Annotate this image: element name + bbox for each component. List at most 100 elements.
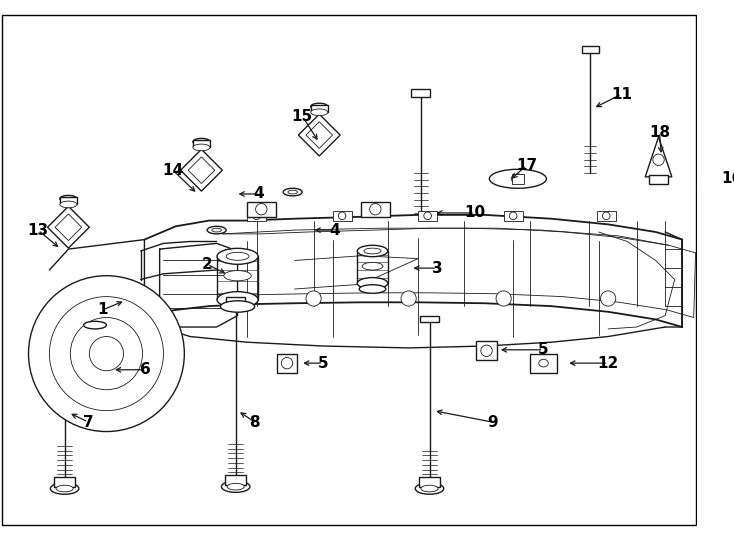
- Ellipse shape: [357, 278, 388, 289]
- Circle shape: [281, 357, 293, 369]
- Bar: [420, 315, 439, 322]
- Bar: [225, 475, 246, 485]
- Bar: [247, 201, 275, 217]
- Text: 16: 16: [721, 171, 734, 186]
- Circle shape: [481, 345, 493, 356]
- Circle shape: [70, 318, 142, 390]
- Ellipse shape: [217, 292, 258, 308]
- Bar: [697, 180, 734, 193]
- Polygon shape: [306, 122, 333, 148]
- Ellipse shape: [226, 252, 249, 260]
- Ellipse shape: [362, 262, 383, 270]
- Ellipse shape: [80, 369, 99, 376]
- Ellipse shape: [222, 481, 250, 492]
- Ellipse shape: [512, 174, 525, 184]
- Ellipse shape: [88, 288, 102, 293]
- Bar: [530, 354, 557, 373]
- Bar: [226, 296, 245, 303]
- Text: 1: 1: [98, 302, 108, 318]
- Text: 4: 4: [329, 222, 340, 238]
- Ellipse shape: [288, 190, 297, 194]
- Bar: [412, 90, 430, 97]
- Bar: [711, 172, 726, 180]
- Circle shape: [90, 336, 123, 371]
- Ellipse shape: [224, 271, 251, 281]
- Text: 5: 5: [318, 356, 328, 370]
- Text: 13: 13: [27, 222, 48, 238]
- Bar: [60, 197, 77, 205]
- Text: 10: 10: [465, 206, 486, 220]
- Ellipse shape: [81, 315, 109, 324]
- Ellipse shape: [81, 286, 109, 296]
- Circle shape: [49, 296, 164, 410]
- Ellipse shape: [81, 362, 97, 368]
- Circle shape: [727, 181, 734, 191]
- Ellipse shape: [193, 138, 210, 145]
- Text: 15: 15: [291, 109, 313, 124]
- Ellipse shape: [415, 483, 444, 494]
- Circle shape: [401, 291, 416, 306]
- Circle shape: [424, 212, 432, 220]
- Text: 17: 17: [516, 158, 537, 173]
- Bar: [247, 211, 266, 220]
- Polygon shape: [55, 214, 81, 240]
- Ellipse shape: [539, 359, 548, 367]
- Circle shape: [370, 204, 381, 215]
- Bar: [649, 175, 668, 185]
- Ellipse shape: [359, 285, 386, 293]
- Text: 9: 9: [487, 415, 498, 429]
- Circle shape: [653, 154, 664, 165]
- Circle shape: [29, 276, 184, 431]
- Bar: [512, 174, 523, 184]
- Ellipse shape: [70, 365, 109, 380]
- Bar: [277, 354, 297, 373]
- Ellipse shape: [283, 188, 302, 196]
- Ellipse shape: [207, 226, 226, 234]
- Text: 2: 2: [202, 257, 213, 272]
- Circle shape: [306, 291, 321, 306]
- Ellipse shape: [84, 321, 106, 329]
- Ellipse shape: [220, 301, 255, 312]
- Circle shape: [338, 212, 346, 220]
- Polygon shape: [299, 114, 340, 156]
- Circle shape: [255, 204, 267, 215]
- Ellipse shape: [357, 245, 388, 256]
- Polygon shape: [188, 157, 215, 184]
- Bar: [333, 211, 352, 220]
- Polygon shape: [181, 150, 222, 191]
- Ellipse shape: [56, 485, 73, 492]
- Ellipse shape: [51, 483, 79, 494]
- Text: 11: 11: [611, 87, 632, 102]
- Ellipse shape: [310, 103, 328, 110]
- Bar: [476, 341, 497, 360]
- Ellipse shape: [490, 169, 546, 188]
- Bar: [310, 105, 328, 112]
- Bar: [581, 46, 599, 53]
- Bar: [504, 211, 523, 220]
- Ellipse shape: [86, 301, 104, 308]
- Ellipse shape: [193, 144, 210, 151]
- Circle shape: [509, 212, 517, 220]
- Ellipse shape: [310, 109, 328, 116]
- Text: 7: 7: [83, 415, 94, 429]
- Bar: [361, 201, 390, 217]
- Text: 6: 6: [140, 362, 150, 377]
- Bar: [597, 211, 616, 220]
- Text: 3: 3: [432, 261, 443, 275]
- Text: 8: 8: [250, 415, 260, 429]
- Polygon shape: [645, 137, 672, 177]
- Circle shape: [496, 291, 512, 306]
- Bar: [193, 140, 210, 147]
- Ellipse shape: [60, 195, 77, 202]
- Ellipse shape: [217, 248, 258, 264]
- Text: 12: 12: [597, 356, 619, 370]
- Text: 18: 18: [649, 125, 670, 140]
- Text: 5: 5: [538, 342, 549, 357]
- Bar: [418, 211, 437, 220]
- Circle shape: [252, 212, 261, 220]
- Polygon shape: [48, 206, 90, 248]
- Bar: [54, 477, 75, 487]
- Ellipse shape: [227, 483, 244, 490]
- Ellipse shape: [212, 228, 222, 232]
- Ellipse shape: [60, 201, 77, 208]
